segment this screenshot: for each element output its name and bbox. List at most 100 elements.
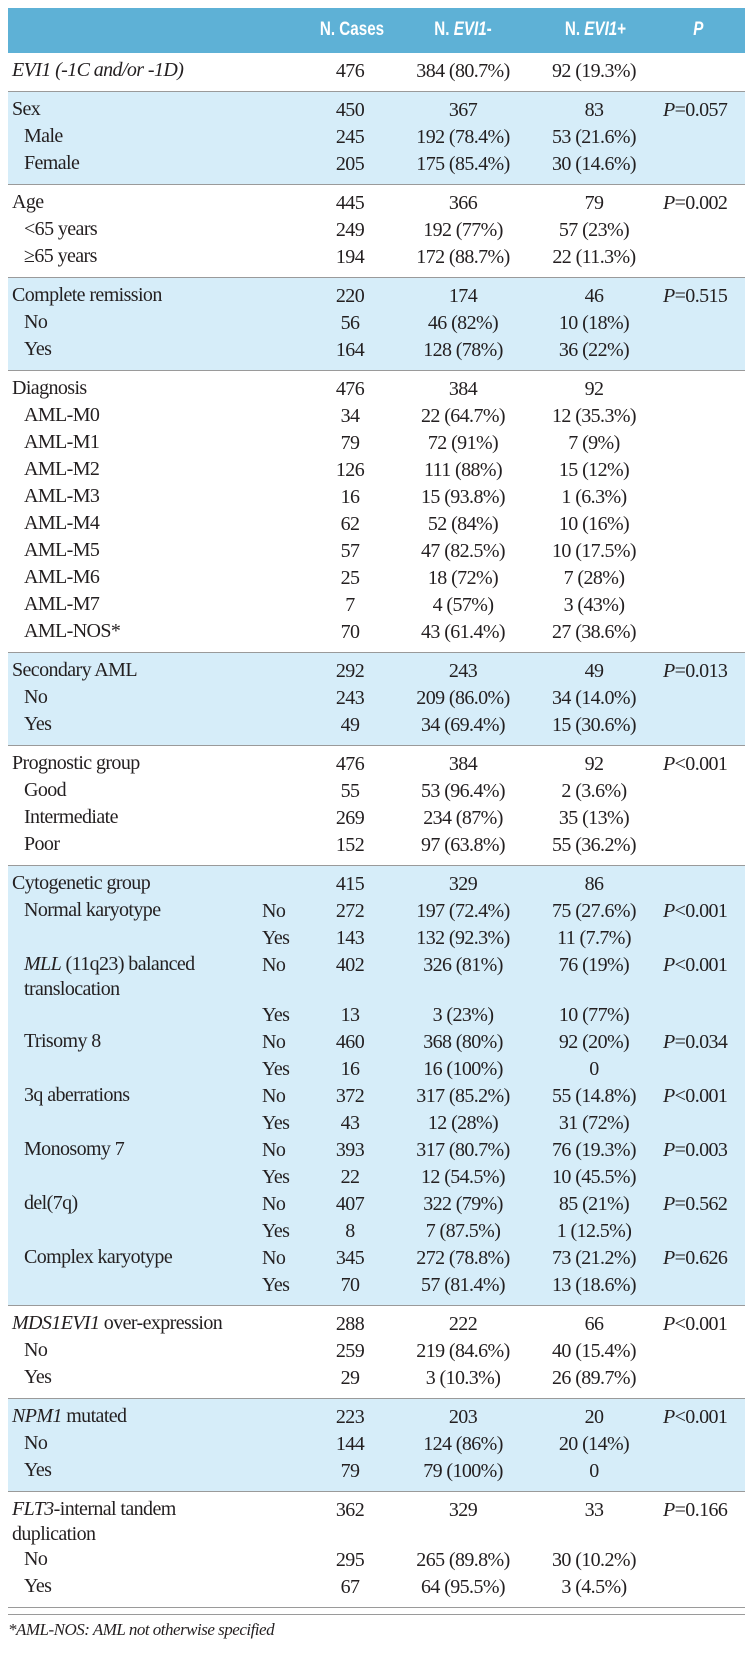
row-label-text: ≥65 years <box>24 245 97 267</box>
table-row: Poor 152 97 (63.8%) 55 (36.2%) <box>8 832 745 859</box>
n-cases-cell: 476 <box>335 753 365 775</box>
n-cases-cell: 43 <box>340 1112 360 1134</box>
row-label-italic: NPM1 <box>12 1405 62 1427</box>
table-row: Yes 22 12 (54.5%) 10 (45.5%) <box>8 1164 745 1191</box>
n-cases-cell: 79 <box>340 1460 360 1482</box>
table-row: Cytogenetic group 415 329 86 <box>8 871 745 898</box>
row-group: Sex 450 367 83 P=0.057 Male 245 192 (78.4%) 53 (… <box>8 92 745 185</box>
row-label-text: Yes <box>24 1459 52 1481</box>
row-group: Complete remission 220 174 46 P=0.515 No 56 46 … <box>8 278 745 371</box>
n-evi1-neg-cell: 52 (84%) <box>427 513 499 535</box>
row-label: AML-M7 <box>24 592 274 617</box>
table-row: Secondary AML 292 243 49 P=0.013 <box>8 658 745 685</box>
n-evi1-neg-cell: 322 (79%) <box>423 1193 503 1215</box>
table-row: No 259 219 (84.6%) 40 (15.4%) <box>8 1338 745 1365</box>
n-evi1-pos-cell: 1 (6.3%) <box>561 486 627 508</box>
n-evi1-neg-cell: 15 (93.8%) <box>421 486 506 508</box>
n-evi1-neg-cell: 368 (80%) <box>423 1031 503 1053</box>
row-label: Monosomy 7 <box>24 1137 274 1162</box>
n-cases-cell: 152 <box>335 834 365 856</box>
n-cases-cell: 407 <box>335 1193 365 1215</box>
n-evi1-pos-cell: 10 (17.5%) <box>552 540 637 562</box>
subgroup-cell: No <box>262 1139 286 1161</box>
row-label-text: AML-M7 <box>24 593 100 615</box>
n-evi1-pos-cell: 92 <box>584 378 604 400</box>
row-label: Female <box>24 151 274 176</box>
row-label: AML-M5 <box>24 538 274 563</box>
n-cases-cell: 243 <box>335 687 365 709</box>
p-value-cell: P=0.034 <box>663 1031 728 1053</box>
n-cases-cell: 223 <box>335 1406 365 1428</box>
row-label: FLT3-internal tandem duplication <box>12 1497 262 1547</box>
table-row: 3q aberrations No 372 317 (85.2%) 55 (14.8%)… <box>8 1083 745 1110</box>
row-label: Complete remission <box>12 283 262 308</box>
n-evi1-pos-cell: 34 (14.0%) <box>552 687 637 709</box>
n-evi1-neg-cell: 367 <box>448 99 478 121</box>
n-evi1-neg-cell: 317 (85.2%) <box>416 1085 510 1107</box>
n-evi1-neg-cell: 197 (72.4%) <box>416 900 510 922</box>
n-cases-cell: 79 <box>340 432 360 454</box>
p-value-cell: P<0.001 <box>663 900 728 922</box>
n-cases-cell: 450 <box>335 99 365 121</box>
table-row: Male 245 192 (78.4%) 53 (21.6%) <box>8 124 745 151</box>
p-value-cell: P=0.002 <box>663 192 728 214</box>
row-label: Male <box>24 124 274 149</box>
subgroup-cell: No <box>262 954 286 976</box>
n-evi1-neg-cell: 22 (64.7%) <box>421 405 506 427</box>
n-evi1-pos-cell: 86 <box>584 873 604 895</box>
subgroup-cell: Yes <box>262 927 290 949</box>
n-evi1-pos-cell: 76 (19.3%) <box>552 1139 637 1161</box>
row-label-text: Yes <box>24 1575 52 1597</box>
n-cases-cell: 8 <box>345 1220 355 1242</box>
n-evi1-pos-cell: 92 (19.3%) <box>552 60 637 82</box>
table-row: No 144 124 (86%) 20 (14%) <box>8 1431 745 1458</box>
row-label: Good <box>24 778 274 803</box>
row-group: FLT3-internal tandem duplication 362 329 33… <box>8 1492 745 1608</box>
table-row: EVI1 (-1C and/or -1D) 476 384 (80.7%) 92 (1… <box>8 58 745 85</box>
row-label-text: No <box>24 1432 48 1454</box>
table-row: Yes 70 57 (81.4%) 13 (18.6%) <box>8 1272 745 1299</box>
n-evi1-pos-cell: 10 (16%) <box>558 513 630 535</box>
n-cases-cell: 57 <box>340 540 360 562</box>
n-evi1-pos-cell: 27 (38.6%) <box>552 621 637 643</box>
n-evi1-neg-cell: 366 <box>448 192 478 214</box>
row-label-text: Intermediate <box>24 806 118 828</box>
n-evi1-pos-cell: 15 (12%) <box>558 459 630 481</box>
n-cases-cell: 362 <box>335 1499 365 1521</box>
n-cases-cell: 126 <box>335 459 365 481</box>
row-label-text: Cytogenetic group <box>12 872 151 894</box>
subgroup-cell: Yes <box>262 1004 290 1026</box>
row-label: AML-M4 <box>24 511 274 536</box>
n-evi1-pos-cell: 15 (30.6%) <box>552 714 637 736</box>
row-label-text: Female <box>24 152 80 174</box>
row-group: Secondary AML 292 243 49 P=0.013 No 243 209 (86… <box>8 653 745 746</box>
subgroup-cell: No <box>262 900 286 922</box>
row-label-text: Trisomy 8 <box>24 1030 101 1052</box>
n-evi1-neg-cell: 209 (86.0%) <box>416 687 510 709</box>
n-cases-cell: 288 <box>335 1313 365 1335</box>
n-evi1-pos-cell: 30 (10.2%) <box>552 1549 637 1571</box>
n-evi1-neg-cell: 47 (82.5%) <box>421 540 506 562</box>
n-evi1-pos-cell: 22 (11.3%) <box>552 246 636 268</box>
header-n-evi1-pos: N. EVI1+ <box>564 19 627 40</box>
row-label: Yes <box>24 1458 274 1483</box>
n-evi1-pos-cell: 10 (18%) <box>558 312 630 334</box>
n-evi1-pos-cell: 85 (21%) <box>558 1193 630 1215</box>
subgroup-cell: Yes <box>262 1058 290 1080</box>
table-row: Yes 43 12 (28%) 31 (72%) <box>8 1110 745 1137</box>
row-label: No <box>24 1547 274 1572</box>
row-label: 3q aberrations <box>24 1083 274 1108</box>
n-evi1-pos-cell: 10 (77%) <box>558 1004 630 1026</box>
n-evi1-neg-cell: 203 <box>448 1406 478 1428</box>
row-label: Age <box>12 190 262 215</box>
p-value-cell: P=0.626 <box>663 1247 728 1269</box>
row-label: AML-M2 <box>24 457 274 482</box>
row-label-italic: FLT3 <box>12 1498 54 1520</box>
n-cases-cell: 56 <box>340 312 360 334</box>
n-evi1-neg-cell: 192 (78.4%) <box>416 126 510 148</box>
table-row: AML-M4 62 52 (84%) 10 (16%) <box>8 511 745 538</box>
table-row: Yes 79 79 (100%) 0 <box>8 1458 745 1485</box>
n-evi1-neg-cell: 384 (80.7%) <box>416 60 510 82</box>
header-p: P <box>693 19 704 40</box>
row-label: MDS1EVI1 over-expression <box>12 1311 272 1336</box>
